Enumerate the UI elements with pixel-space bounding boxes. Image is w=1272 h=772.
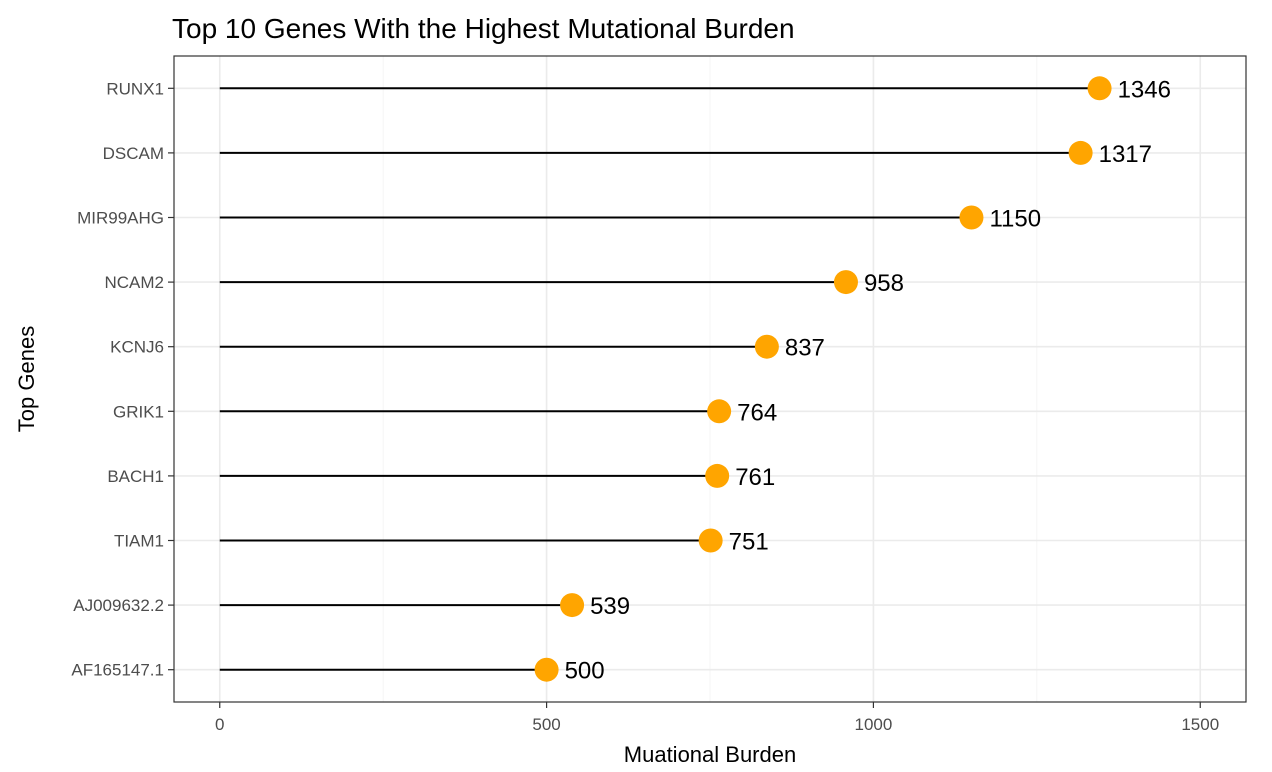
lollipop-point (698, 528, 723, 553)
data-label: 837 (785, 335, 825, 362)
data-label: 1150 (989, 206, 1041, 233)
y-tick-label: TIAM1 (114, 532, 164, 551)
lollipop-point (534, 657, 559, 682)
y-tick-label: MIR99AHG (77, 209, 164, 228)
data-label: 539 (590, 593, 630, 620)
chart-title: Top 10 Genes With the Highest Mutational… (172, 13, 795, 44)
x-axis-title: Muational Burden (624, 742, 796, 767)
y-axis-ticks: RUNX1 DSCAM MIR99AHG NCAM2 KCNJ6 GRIK1 BACH1 TI… (71, 79, 174, 680)
y-tick-label: GRIK1 (113, 402, 164, 421)
lollipop-point (705, 463, 730, 488)
x-axis-ticks: 0 500 1000 1500 (215, 702, 1219, 734)
lollipop-point (707, 399, 732, 424)
y-tick-label: BACH1 (107, 467, 164, 486)
y-tick-label: NCAM2 (104, 273, 164, 292)
data-label: 500 (565, 658, 605, 685)
data-labels: 1346 1317 1150 958 837 764 761 751 539 500 (565, 76, 1171, 684)
y-tick-label: KCNJ6 (110, 338, 164, 357)
data-label: 1346 (1118, 76, 1171, 103)
y-tick-label: AJ009632.2 (73, 596, 164, 615)
lollipop-point (1087, 76, 1112, 101)
x-tick-label: 1500 (1181, 715, 1219, 734)
lollipop-point (833, 270, 858, 295)
data-label: 751 (729, 529, 769, 556)
y-tick-label: AF165147.1 (71, 661, 164, 680)
lollipop-points (534, 76, 1112, 682)
data-label: 958 (864, 270, 904, 297)
data-label: 1317 (1099, 141, 1152, 168)
x-tick-label: 1000 (855, 715, 893, 734)
y-tick-label: DSCAM (103, 144, 164, 163)
lollipop-point (959, 205, 984, 230)
x-tick-label: 0 (215, 715, 224, 734)
x-tick-label: 500 (532, 715, 560, 734)
data-label: 764 (737, 399, 777, 426)
plot-panel-border (173, 55, 1247, 703)
lollipop-point (560, 593, 585, 618)
lollipop-point (754, 334, 779, 359)
y-axis-title: Top Genes (14, 326, 39, 432)
lollipop-stems (219, 87, 1100, 671)
lollipop-point (1068, 140, 1093, 165)
y-tick-label: RUNX1 (106, 79, 164, 98)
data-label: 761 (735, 464, 775, 491)
